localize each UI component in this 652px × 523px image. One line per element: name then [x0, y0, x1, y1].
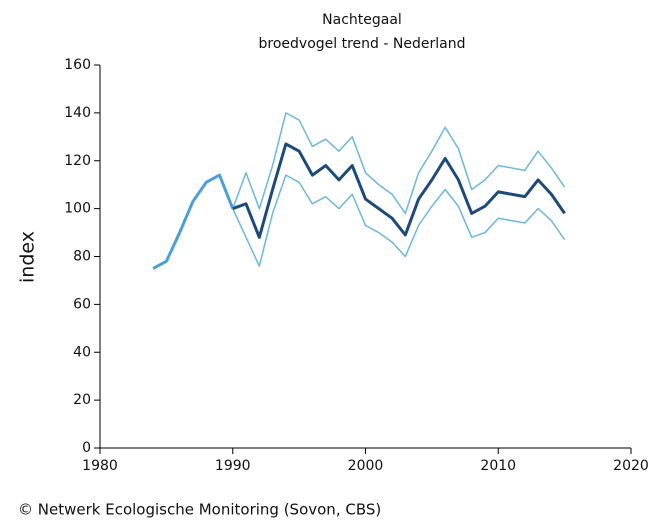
- x-tick-label: 1980: [82, 458, 118, 474]
- y-tick-label: 160: [64, 57, 91, 73]
- y-tick-label: 0: [82, 440, 91, 456]
- chart-title: Nachtegaal: [322, 12, 402, 28]
- y-tick-label: 40: [73, 344, 91, 360]
- y-tick-label: 20: [73, 392, 91, 408]
- x-tick-label: 2020: [613, 458, 649, 474]
- x-tick-label: 1990: [215, 458, 251, 474]
- x-tick-label: 2000: [348, 458, 384, 474]
- source-note: © Netwerk Ecologische Monitoring (Sovon,…: [18, 501, 381, 519]
- chart-subtitle: broedvogel trend - Nederland: [259, 36, 466, 52]
- series-line: [232, 174, 566, 267]
- y-tick-label: 80: [73, 249, 91, 265]
- y-tick-label: 60: [73, 296, 91, 312]
- y-axis-label: index: [17, 231, 39, 283]
- y-tick-label: 120: [64, 153, 91, 169]
- series-line: [152, 173, 235, 270]
- series-line: [232, 112, 566, 215]
- series-line: [232, 142, 566, 239]
- y-tick-label: 140: [64, 105, 91, 121]
- y-tick-label: 100: [64, 201, 91, 217]
- x-tick-label: 2010: [480, 458, 516, 474]
